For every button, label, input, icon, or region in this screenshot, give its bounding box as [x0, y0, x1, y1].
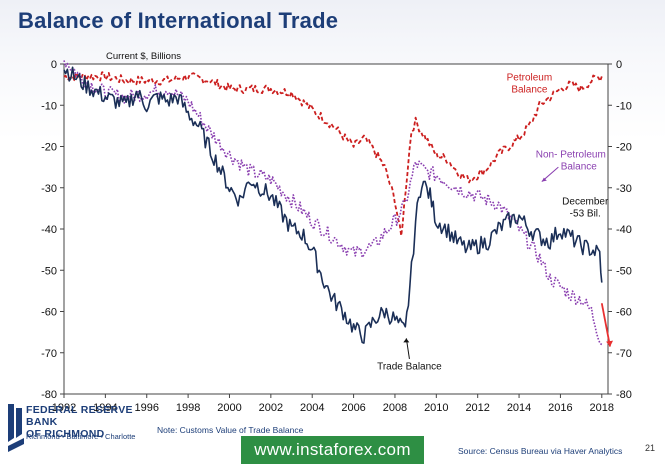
decline-arrow: [600, 303, 611, 347]
slide-title: Balance of International Trade: [18, 8, 339, 33]
chart-axes: 0 0 -10 -10 -20 -20 -30 -30 -40 -40 -50 -50 -60 -60 -7…: [41, 51, 632, 414]
source-note: Source: Census Bureau via Haver Analytic…: [458, 446, 623, 456]
decline-arrow-head: [606, 340, 614, 347]
x-tick-label: 2008: [383, 402, 407, 414]
y-tick-label-left: -10: [41, 100, 57, 112]
y-tick-label-left: 0: [51, 59, 57, 71]
y-tick-label-left: -30: [41, 183, 57, 195]
bank-name-line1: FEDERAL RESERVE BANK: [26, 404, 133, 428]
x-tick-label: 2002: [259, 402, 283, 414]
y-tick-label-right: -10: [616, 100, 632, 112]
x-tick-label: 1998: [176, 402, 200, 414]
page-number: 21: [645, 443, 656, 453]
annotation-trade-balance: Trade Balance: [377, 361, 442, 372]
x-tick-label: 1992: [52, 402, 76, 414]
series-line-non-petroleum-balance: [63, 60, 603, 346]
annotation-non-petroleum-line1: Non- Petroleum: [536, 149, 606, 160]
x-tick-label: 2016: [548, 402, 572, 414]
y-tick-label-left: -20: [41, 142, 57, 154]
annotation-petroleum-line1: Petroleum: [507, 73, 553, 84]
y-tick-label-left: -50: [41, 265, 57, 277]
x-tick-label: 2012: [465, 402, 489, 414]
y-tick-label-right: -70: [616, 348, 632, 360]
series-line-petroleum-balance: [63, 71, 603, 237]
annotation-december-line2: -53 Bil.: [570, 209, 601, 220]
x-tick-label: 1996: [134, 402, 158, 414]
y-axis-label: Current $, Billions: [106, 51, 181, 62]
x-tick-label: 1994: [93, 402, 117, 414]
annotation-petroleum-line2: Balance: [511, 85, 548, 96]
trade-balance-pointer-head: [403, 338, 410, 343]
y-tick-label-right: -50: [616, 265, 632, 277]
y-tick-label-right: -20: [616, 142, 632, 154]
x-tick-label: 2006: [341, 402, 365, 414]
chart-series: [63, 60, 603, 346]
bank-name: FEDERAL RESERVE BANK OF RICHMOND: [26, 404, 156, 440]
bank-name-line2: OF RICHMOND: [26, 428, 105, 440]
x-tick-label: 2000: [217, 402, 241, 414]
y-tick-label-left: -70: [41, 348, 57, 360]
annotation-non-petroleum-line2: Balance: [561, 161, 598, 172]
y-tick-label-right: -30: [616, 183, 632, 195]
non-petroleum-pointer-head: [541, 177, 547, 182]
x-tick-label: 2014: [507, 402, 531, 414]
y-tick-label-right: -60: [616, 307, 632, 319]
y-tick-label-right: 0: [616, 59, 622, 71]
y-tick-label-left: -80: [41, 389, 57, 401]
x-tick-label: 2004: [300, 402, 324, 414]
watermark-link[interactable]: www.instaforex.com: [241, 436, 424, 464]
federal-reserve-eagle-logo: [8, 404, 24, 452]
series-line-trade-balance: [63, 66, 603, 344]
y-tick-label-right: -40: [616, 224, 632, 236]
annotation-december-line1: December: [562, 197, 609, 208]
x-tick-label: 2018: [590, 402, 614, 414]
y-tick-label-left: -60: [41, 307, 57, 319]
y-tick-label-left: -40: [41, 224, 57, 236]
y-tick-label-right: -80: [616, 389, 632, 401]
chart-note: Note: Customs Value of Trade Balance: [157, 425, 304, 435]
x-tick-label: 2010: [424, 402, 448, 414]
bank-cities: Richmond • Baltimore • Charlotte: [26, 432, 136, 441]
plot-frame: [63, 63, 609, 395]
